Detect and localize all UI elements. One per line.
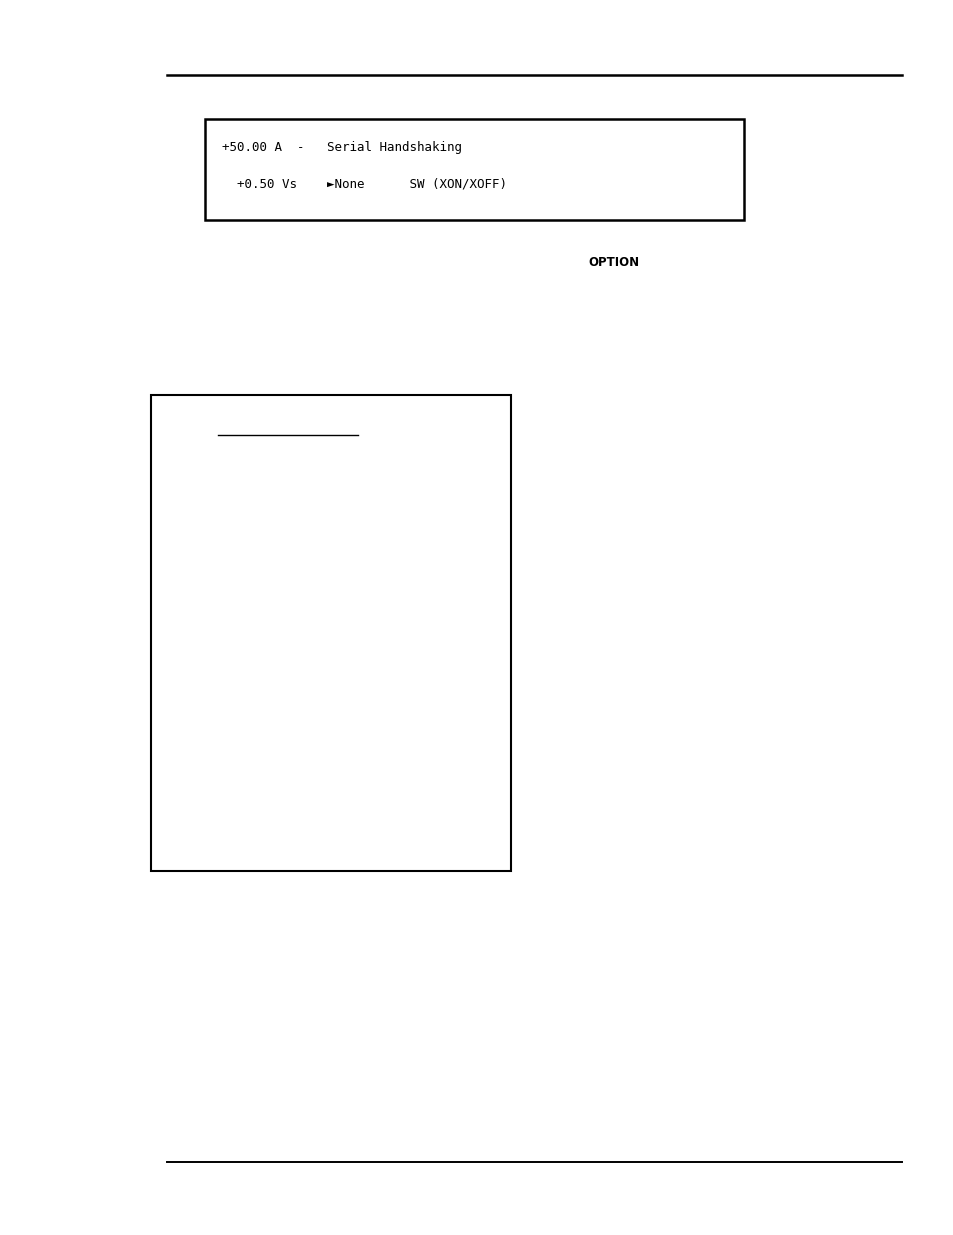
Text: +0.50 Vs    ►None      SW (XON/XOFF): +0.50 Vs ►None SW (XON/XOFF) bbox=[222, 178, 507, 191]
Bar bbox=[205, 119, 743, 220]
Text: OPTION: OPTION bbox=[588, 256, 639, 269]
Bar bbox=[151, 395, 511, 871]
Text: +50.00 A  -   Serial Handshaking: +50.00 A - Serial Handshaking bbox=[222, 141, 462, 154]
